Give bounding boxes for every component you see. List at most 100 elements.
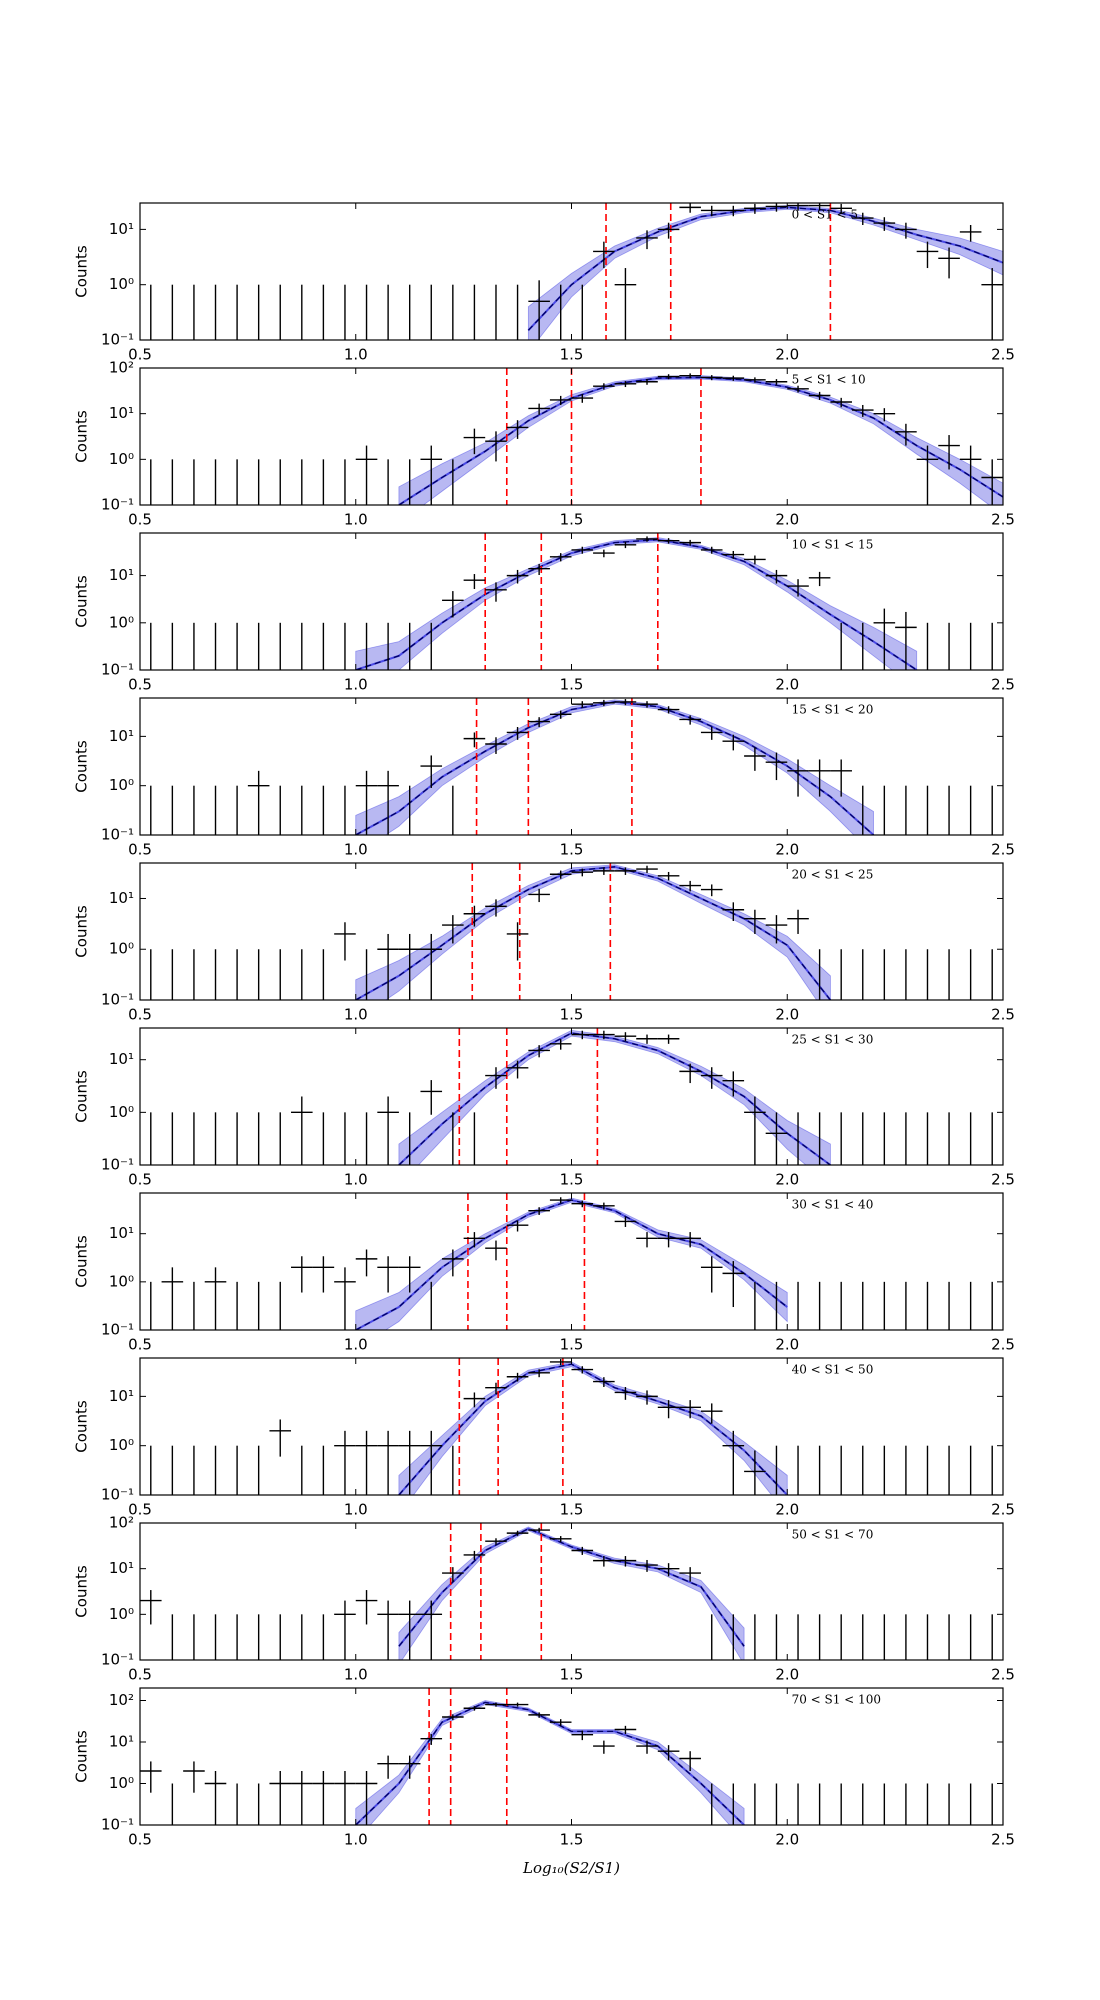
x-tick-label: 2.5: [991, 1006, 1015, 1024]
x-tick-label: 1.0: [344, 1831, 368, 1849]
y-tick-label: 10⁻¹: [101, 1321, 134, 1339]
y-tick-label: 10¹: [109, 220, 134, 238]
x-tick-label: 2.0: [775, 1171, 799, 1189]
model-median-line: [398, 1527, 745, 1647]
plot-area: [150, 533, 993, 670]
model-median-line: [355, 538, 918, 670]
y-tick-label: 10⁰: [109, 1605, 134, 1623]
x-tick-label: 1.5: [560, 1831, 584, 1849]
plot-area: [150, 203, 1003, 340]
x-tick-label: 0.5: [128, 841, 152, 859]
y-tick-label: 10⁰: [109, 1436, 134, 1454]
x-tick-label: 2.0: [775, 1501, 799, 1519]
y-tick-label: 10⁻¹: [101, 661, 134, 679]
x-tick-label: 2.0: [775, 676, 799, 694]
y-axis-label: Counts: [73, 905, 91, 958]
x-tick-label: 2.0: [775, 1666, 799, 1684]
x-tick-label: 1.0: [344, 676, 368, 694]
panel: 0.5 1.0 1.5 2.0 2.5 10⁻¹ 10⁰ 10¹ 10² 50 < S1 < 70…: [73, 1514, 1015, 1684]
model-median-line: [398, 1363, 788, 1495]
y-tick-label: 10⁰: [109, 940, 134, 958]
x-tick-label: 0.5: [128, 1006, 152, 1024]
x-tick-label: 2.5: [991, 1831, 1015, 1849]
y-axis-label: Counts: [73, 1565, 91, 1618]
panel-title: 40 < S1 < 50: [792, 1363, 874, 1377]
model-band: [355, 1197, 788, 1330]
y-tick-label: 10⁰: [109, 275, 134, 293]
y-tick-label: 10⁻¹: [101, 1816, 134, 1834]
x-tick-label: 2.0: [775, 1336, 799, 1354]
panel: 0.5 1.0 1.5 2.0 2.5 10⁻¹ 10⁰ 10¹ 25 < S1 < 30 Cou…: [73, 1027, 1015, 1189]
panel: 0.5 1.0 1.5 2.0 2.5 10⁻¹ 10⁰ 10¹ 40 < S1 < 50 Cou…: [73, 1357, 1015, 1519]
x-tick-label: 2.5: [991, 511, 1015, 529]
plot-area: [150, 1028, 993, 1165]
x-tick-label: 2.0: [775, 841, 799, 859]
y-tick-label: 10⁰: [109, 1272, 134, 1290]
x-tick-label: 2.0: [775, 1006, 799, 1024]
plot-area: [140, 1688, 993, 1825]
x-tick-label: 2.5: [991, 676, 1015, 694]
x-tick-label: 2.0: [775, 1831, 799, 1849]
y-axis-label: Counts: [73, 1070, 91, 1123]
y-axis-label: Counts: [73, 1730, 91, 1783]
plot-area: [150, 1193, 993, 1330]
x-tick-label: 1.5: [560, 511, 584, 529]
model-median-line: [398, 1032, 831, 1165]
x-tick-label: 1.5: [560, 676, 584, 694]
panel-title: 25 < S1 < 30: [792, 1033, 874, 1047]
x-tick-label: 1.5: [560, 1006, 584, 1024]
x-tick-label: 1.5: [560, 1336, 584, 1354]
x-tick-label: 1.5: [560, 1501, 584, 1519]
y-tick-label: 10⁰: [109, 1774, 134, 1792]
y-tick-label: 10⁻¹: [101, 1651, 134, 1669]
y-tick-label: 10¹: [109, 1050, 134, 1068]
y-tick-label: 10⁻¹: [101, 826, 134, 844]
y-tick-label: 10¹: [109, 1224, 134, 1242]
model-band: [398, 1526, 745, 1660]
panel-title: 0 < S1 < 5: [792, 208, 859, 222]
y-axis-label: Counts: [73, 245, 91, 298]
y-tick-label: 10⁰: [109, 1103, 134, 1121]
y-tick-label: 10⁻¹: [101, 991, 134, 1009]
y-axis-label: Counts: [73, 740, 91, 793]
plot-area: [150, 698, 993, 835]
y-axis-label: Counts: [73, 1235, 91, 1288]
y-tick-label: 10¹: [109, 404, 134, 422]
x-tick-label: 0.5: [128, 511, 152, 529]
x-tick-label: 1.5: [560, 1666, 584, 1684]
model-median-line: [355, 866, 831, 1000]
x-tick-label: 1.0: [344, 1336, 368, 1354]
y-tick-label: 10²: [109, 1514, 134, 1532]
panel-title: 50 < S1 < 70: [792, 1528, 874, 1542]
panel-title: 10 < S1 < 15: [792, 538, 874, 552]
x-tick-label: 2.0: [775, 511, 799, 529]
x-axis-label: Log₁₀(S2/S1): [522, 1859, 620, 1877]
model-band: [355, 864, 831, 1000]
y-tick-label: 10¹: [109, 1732, 134, 1750]
panel: 0.5 1.0 1.5 2.0 2.5 10⁻¹ 10⁰ 10¹ 15 < S1 < 20 Cou…: [73, 697, 1015, 859]
x-tick-label: 0.5: [128, 1336, 152, 1354]
panel-title: 30 < S1 < 40: [792, 1198, 874, 1212]
x-tick-label: 2.5: [991, 346, 1015, 364]
x-tick-label: 1.0: [344, 841, 368, 859]
y-tick-label: 10²: [109, 1691, 134, 1709]
y-tick-label: 10⁻¹: [101, 496, 134, 514]
x-tick-label: 2.5: [991, 841, 1015, 859]
y-tick-label: 10¹: [109, 727, 134, 745]
x-tick-label: 1.0: [344, 1006, 368, 1024]
x-tick-label: 1.5: [560, 1171, 584, 1189]
plot-area: [150, 1358, 993, 1495]
x-tick-label: 2.0: [775, 346, 799, 364]
y-tick-label: 10⁰: [109, 450, 134, 468]
y-tick-label: 10⁰: [109, 776, 134, 794]
x-tick-label: 1.0: [344, 1501, 368, 1519]
x-tick-label: 0.5: [128, 346, 152, 364]
model-median-line: [355, 1701, 745, 1825]
y-tick-label: 10²: [109, 359, 134, 377]
x-tick-label: 0.5: [128, 1831, 152, 1849]
y-tick-label: 10¹: [109, 1559, 134, 1577]
x-tick-label: 2.5: [991, 1501, 1015, 1519]
x-tick-label: 2.5: [991, 1336, 1015, 1354]
panel-title: 15 < S1 < 20: [792, 703, 874, 717]
x-tick-label: 1.0: [344, 346, 368, 364]
